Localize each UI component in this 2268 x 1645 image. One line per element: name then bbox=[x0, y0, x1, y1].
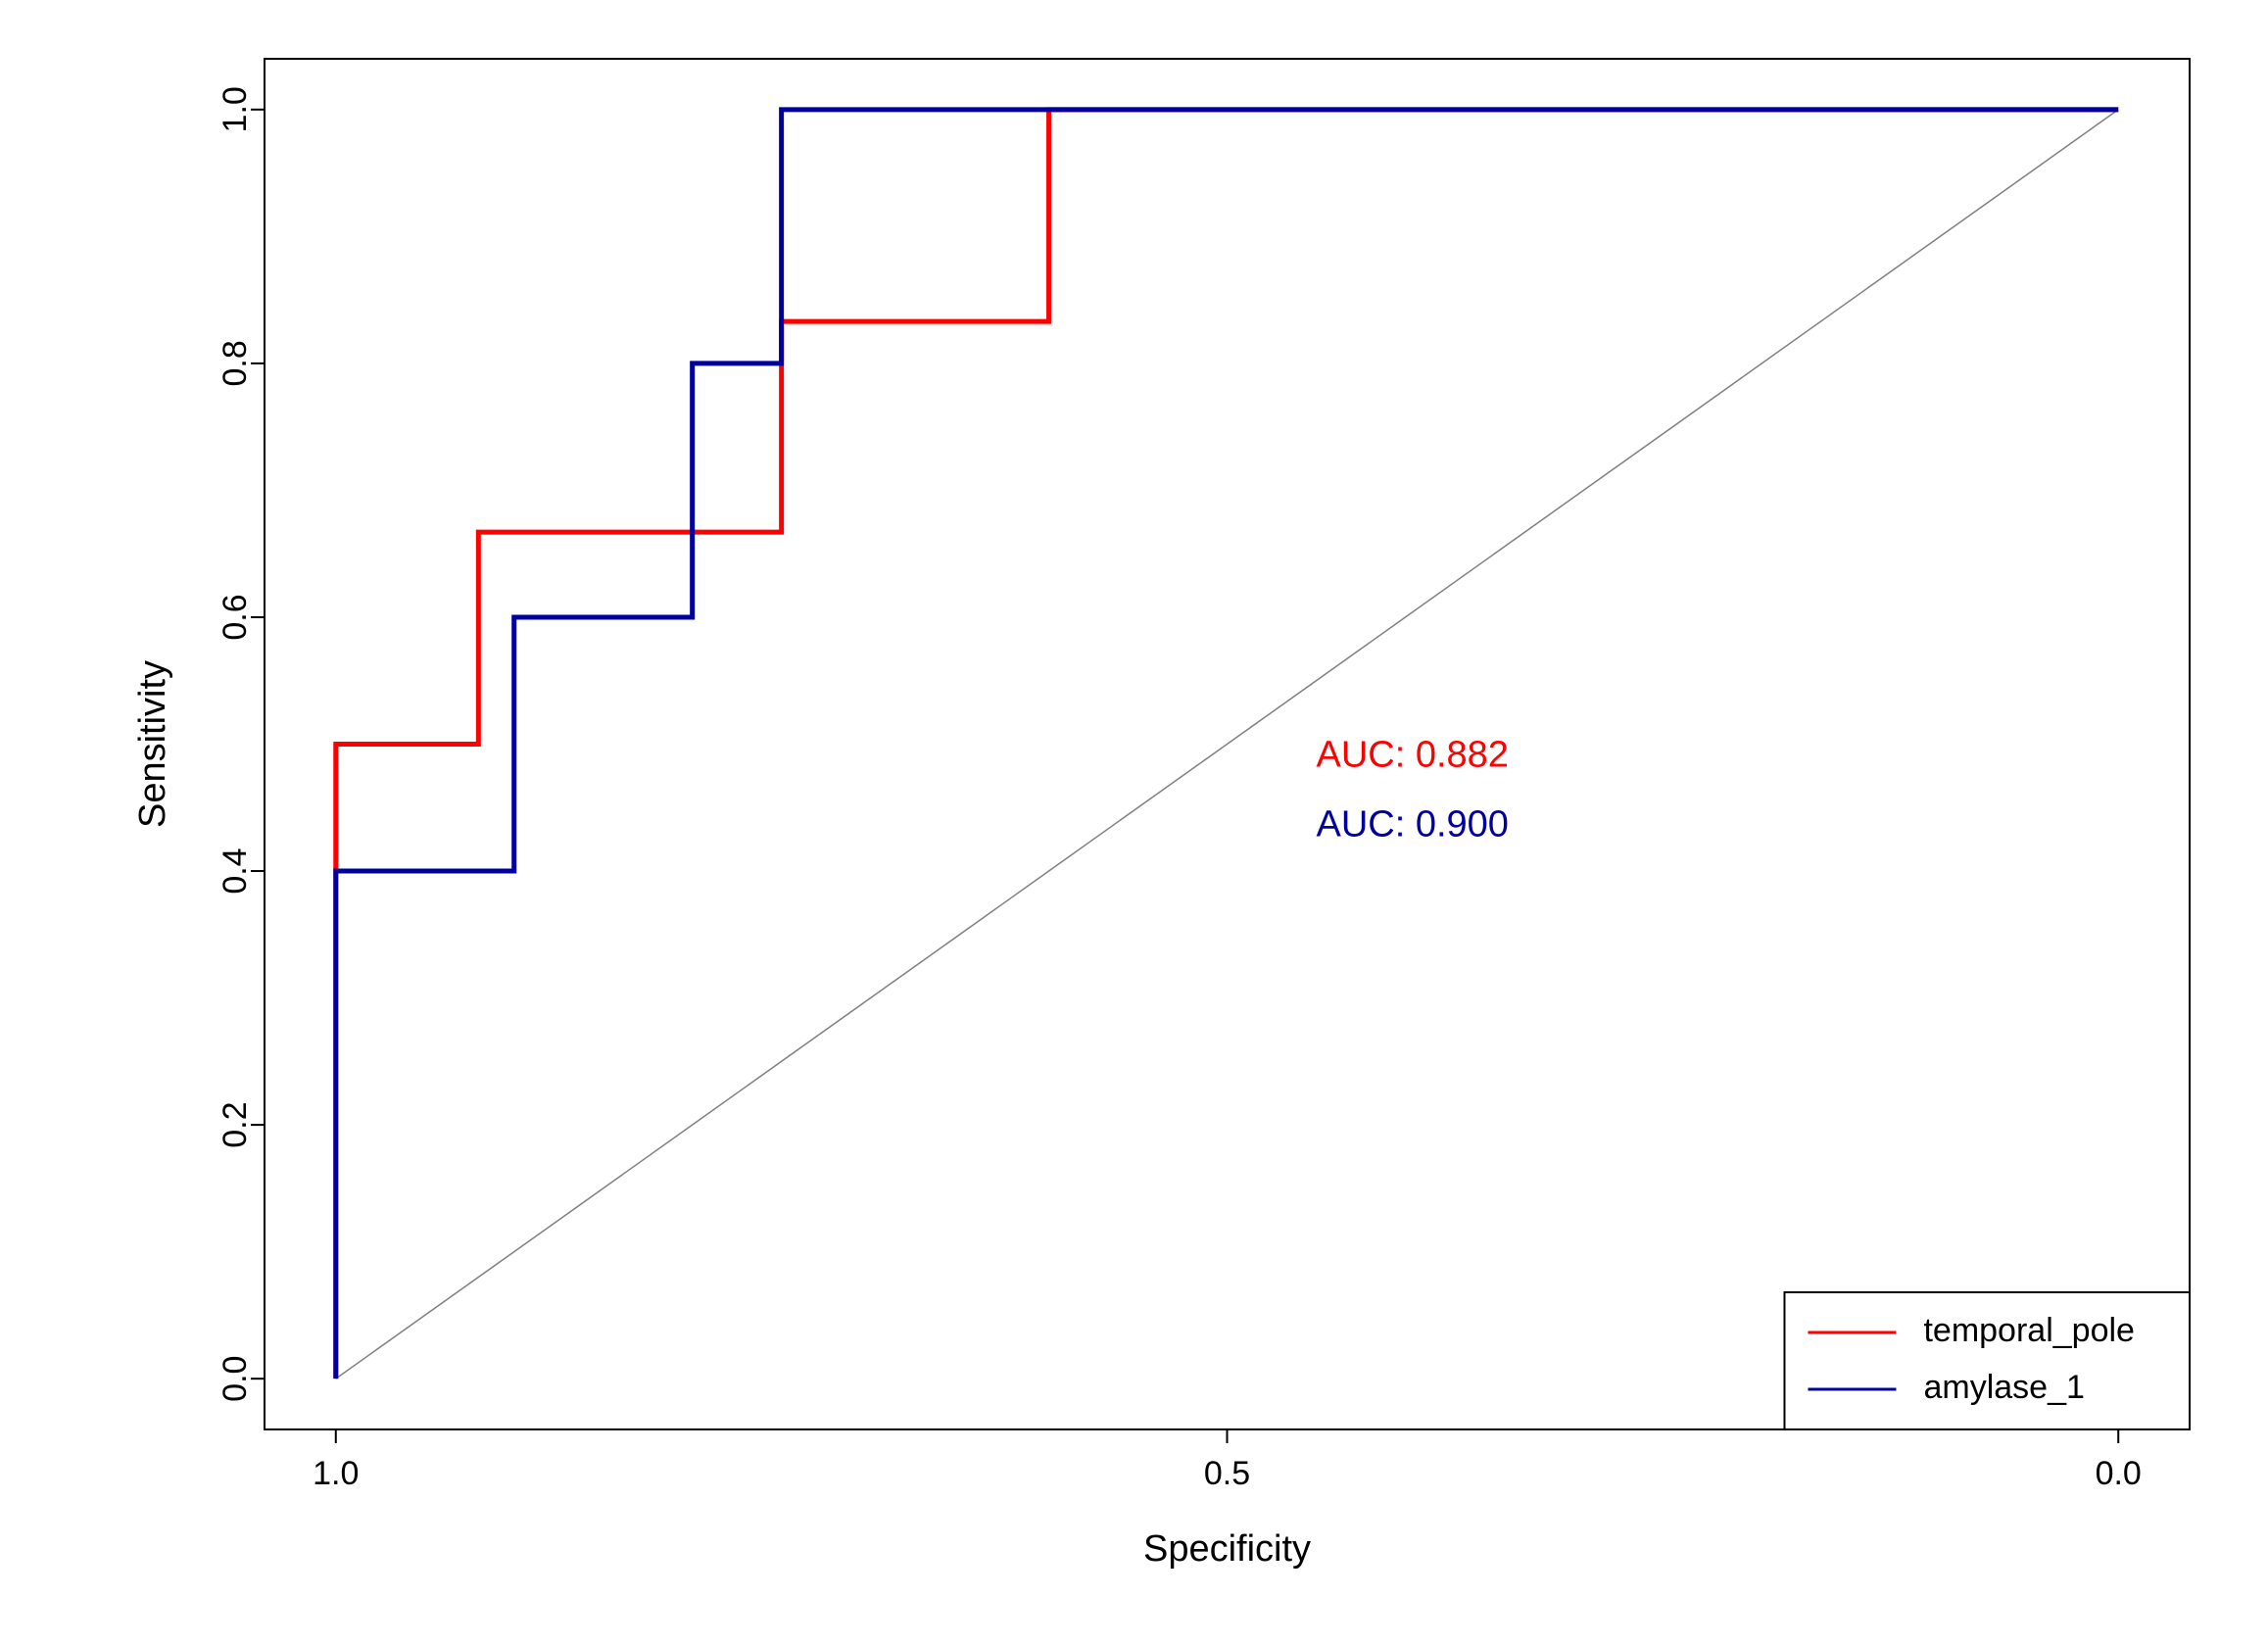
legend-label-amylase_1: amylase_1 bbox=[1923, 1369, 2084, 1406]
svg-text:0.0: 0.0 bbox=[217, 1356, 254, 1402]
x-axis-label: Specificity bbox=[1143, 1528, 1311, 1570]
auc-label-temporal_pole: AUC: 0.882 bbox=[1316, 734, 1508, 775]
legend-label-temporal_pole: temporal_pole bbox=[1923, 1312, 2134, 1349]
svg-text:0.8: 0.8 bbox=[217, 340, 254, 386]
roc-chart-svg: 1.0 0.5 0.0 Specificity 0.0 0.2 0.4 0.6 0.8 1.0 Se… bbox=[0, 0, 2268, 1645]
svg-text:0.4: 0.4 bbox=[217, 847, 254, 894]
roc-chart-container: 1.0 0.5 0.0 Specificity 0.0 0.2 0.4 0.6 0.8 1.0 Se… bbox=[0, 0, 2268, 1645]
svg-text:1.0: 1.0 bbox=[217, 86, 254, 132]
svg-text:0.0: 0.0 bbox=[2096, 1455, 2142, 1492]
y-axis-label: Sensitivity bbox=[132, 660, 173, 828]
svg-text:0.5: 0.5 bbox=[1204, 1455, 1250, 1492]
legend: temporal_pole amylase_1 bbox=[1784, 1292, 2190, 1429]
svg-text:1.0: 1.0 bbox=[313, 1455, 359, 1492]
svg-text:0.2: 0.2 bbox=[217, 1101, 254, 1147]
svg-text:0.6: 0.6 bbox=[217, 594, 254, 640]
auc-label-amylase_1: AUC: 0.900 bbox=[1316, 804, 1508, 846]
